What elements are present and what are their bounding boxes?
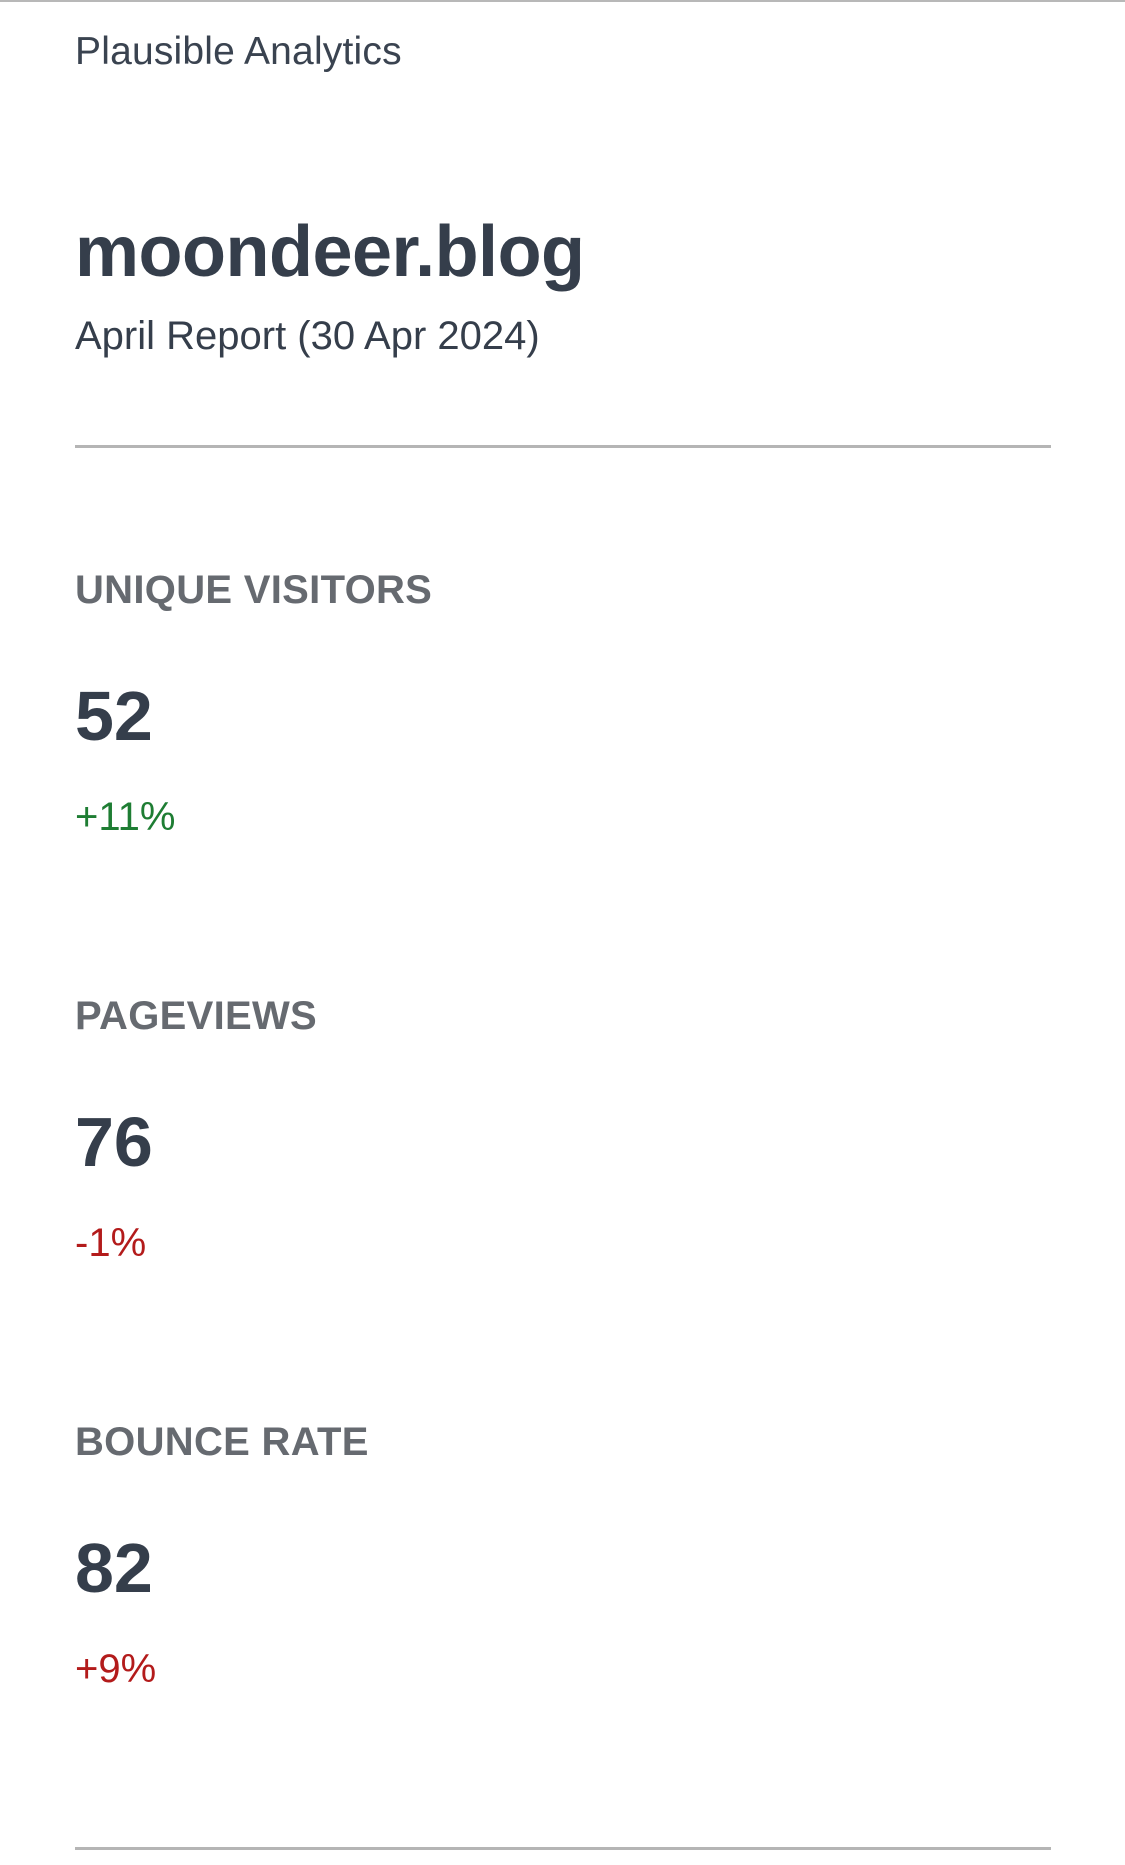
metric-change: +11% xyxy=(75,795,176,839)
metric-value: 52 xyxy=(75,677,153,755)
email-report: Plausible Analytics moondeer.blog April … xyxy=(75,0,1051,1865)
top-border xyxy=(0,0,1125,2)
report-subtitle: April Report (30 Apr 2024) xyxy=(75,314,540,358)
metric-unique-visitors: UNIQUE VISITORS 52 +11% xyxy=(75,565,1051,842)
divider-bottom xyxy=(75,1847,1051,1850)
metric-change: +9% xyxy=(75,1647,157,1691)
metric-bounce-rate: BOUNCE RATE 82 +9% xyxy=(75,1417,1051,1694)
metric-label: PAGEVIEWS xyxy=(75,994,317,1038)
site-title: moondeer.blog xyxy=(75,212,585,292)
metric-value: 82 xyxy=(75,1529,153,1607)
metric-value: 76 xyxy=(75,1103,153,1181)
metric-change: -1% xyxy=(75,1221,147,1265)
divider-top xyxy=(75,445,1051,448)
metric-pageviews: PAGEVIEWS 76 -1% xyxy=(75,991,1051,1268)
metric-label: UNIQUE VISITORS xyxy=(75,568,433,612)
metric-label: BOUNCE RATE xyxy=(75,1420,369,1464)
brand-name: Plausible Analytics xyxy=(75,30,402,73)
